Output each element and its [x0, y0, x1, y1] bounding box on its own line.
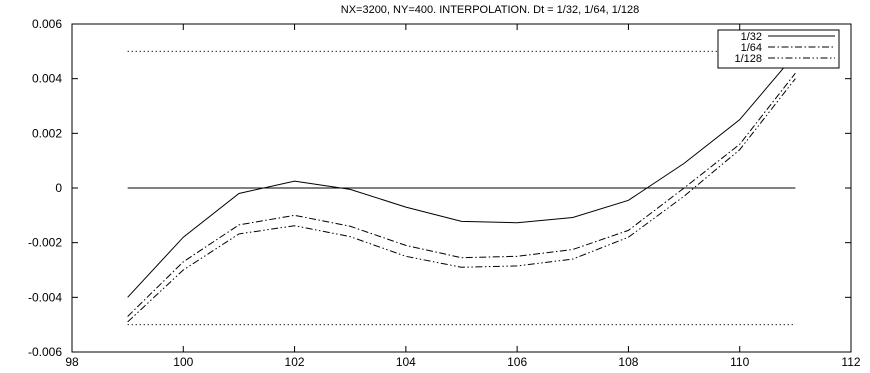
x-tick-label: 104	[396, 355, 416, 369]
y-tick-label: -0.002	[28, 236, 62, 250]
series-line-1	[128, 54, 796, 297]
x-tick-label: 108	[618, 355, 638, 369]
series-line-2	[128, 73, 796, 316]
x-tick-label: 102	[285, 355, 305, 369]
chart-title: NX=3200, NY=400. INTERPOLATION. Dt = 1/3…	[341, 4, 639, 16]
y-tick-label: 0.004	[32, 72, 62, 86]
x-tick-label: 98	[65, 355, 79, 369]
y-tick-label: -0.004	[28, 290, 62, 304]
x-tick-label: 110	[730, 355, 749, 369]
x-tick-label: 100	[173, 355, 193, 369]
y-tick-label: 0.006	[32, 17, 62, 31]
y-tick-label: -0.006	[28, 345, 62, 359]
y-tick-label: 0	[55, 181, 62, 195]
series-line-3	[128, 79, 796, 322]
x-tick-label: 106	[507, 355, 527, 369]
legend-label: 1/128	[734, 53, 762, 65]
x-tick-label: 112	[841, 355, 860, 369]
y-tick-label: 0.002	[32, 126, 62, 140]
plot-area: 98 100 102 104 106 108 110 112 -0.006 -0.004 -0.00…	[28, 17, 861, 369]
